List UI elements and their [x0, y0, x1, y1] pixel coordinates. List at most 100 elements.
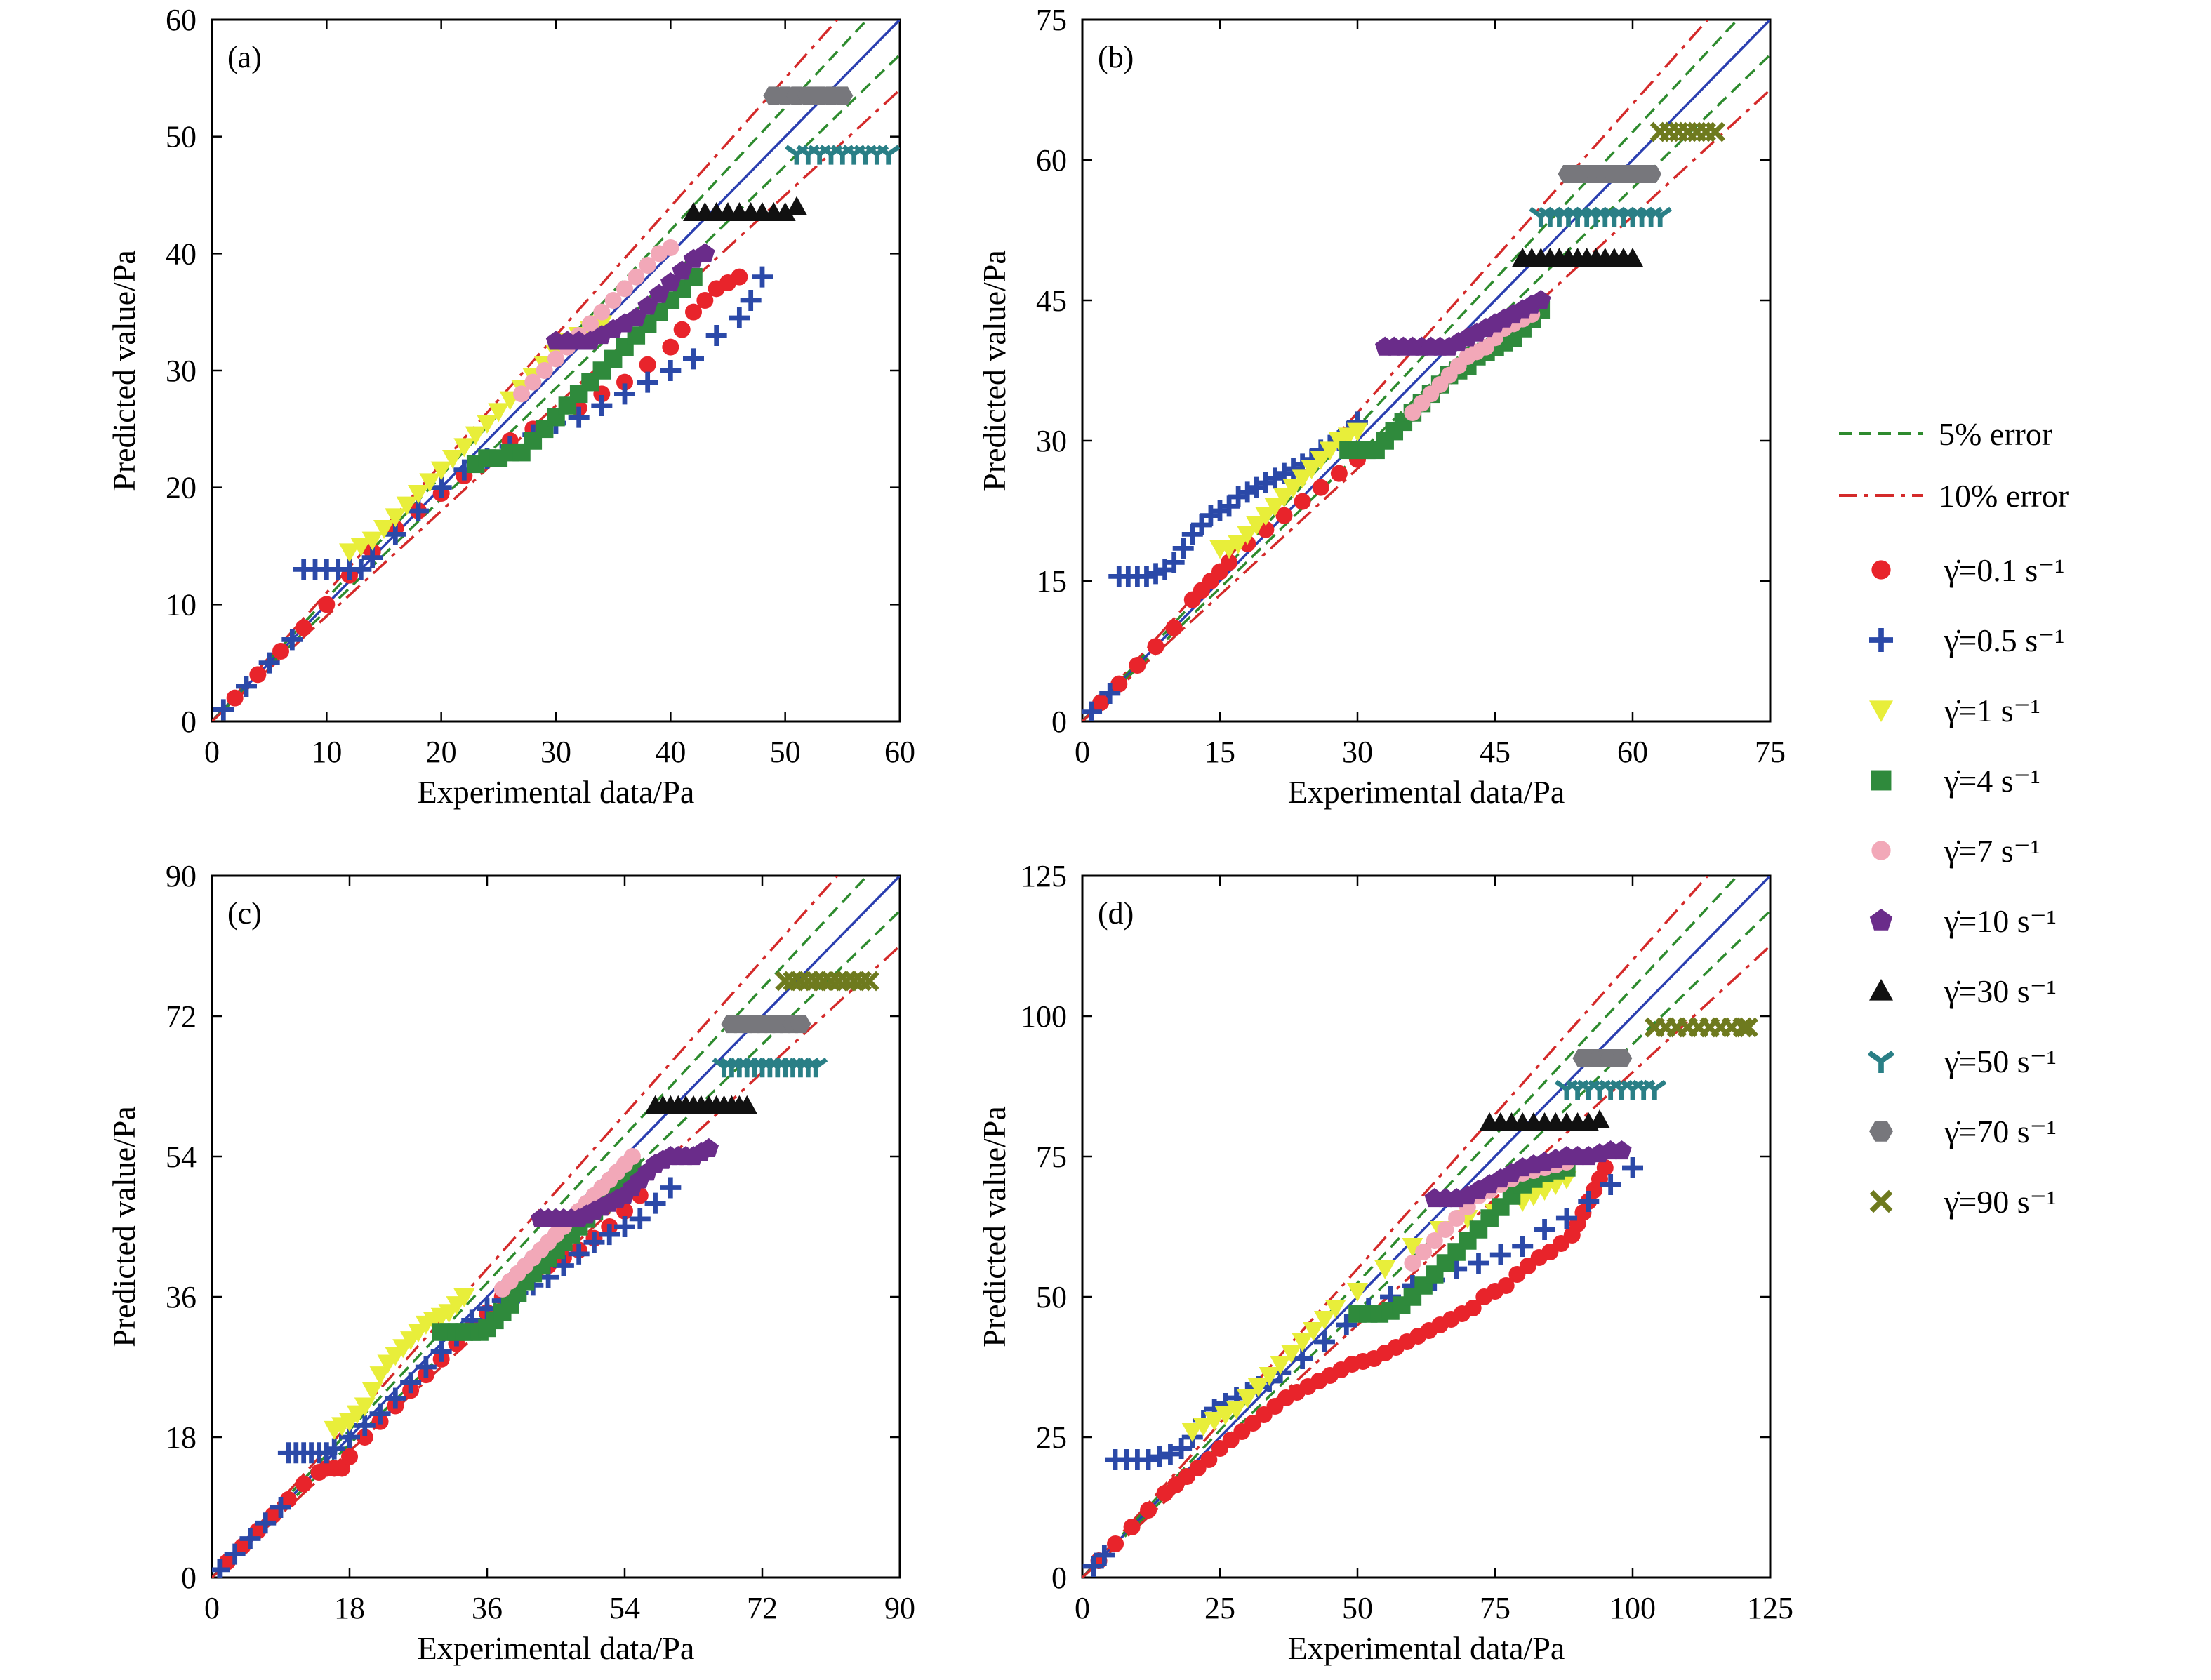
data-point: [736, 1095, 758, 1114]
data-point: [797, 971, 818, 992]
data-point: [1622, 248, 1643, 267]
legend-label: 5% error: [1939, 416, 2052, 452]
plot-frame: [211, 874, 901, 1579]
y-tick-label: 0: [181, 1561, 197, 1595]
data-point: [1094, 1545, 1115, 1566]
data-point: [324, 1438, 345, 1460]
data-point: [1264, 498, 1286, 517]
data-point: [339, 543, 360, 563]
x-tick-label: 50: [770, 735, 801, 769]
data-point: [350, 538, 372, 556]
y-tick-label: 20: [166, 471, 197, 505]
data-point: [731, 268, 748, 286]
data-point: [685, 303, 702, 321]
data-point: [281, 629, 303, 651]
data-point: [1319, 441, 1341, 461]
data-point: [805, 971, 826, 992]
series-1s: [1209, 422, 1368, 559]
panel-label: (d): [1098, 896, 1134, 931]
panel-label: (a): [227, 40, 262, 74]
data-point: [639, 356, 656, 373]
data-point: [1204, 1412, 1226, 1431]
legend-marker-0p5s: [1869, 628, 1893, 652]
data-point: [1578, 1191, 1600, 1212]
legend-label: γ̇=7 s⁻¹: [1944, 833, 2040, 869]
series-0p1s: [1090, 1159, 1614, 1569]
x-axis-title: Experimental data/Pa: [418, 1630, 695, 1666]
x-tick-label: 10: [311, 735, 342, 769]
legend-marker-4s: [1871, 770, 1892, 791]
data-point: [442, 450, 463, 469]
data-point: [1082, 1556, 1104, 1577]
data-point: [662, 338, 679, 356]
data-point: [1110, 675, 1128, 693]
chart-panel-c: 0 18 36 54 72 90 0 18 36 54 72 90 Experimental data/…: [106, 859, 915, 1666]
x-tick-label: 60: [1617, 735, 1648, 769]
x-tick-label: 30: [540, 735, 571, 769]
data-point: [369, 1366, 391, 1386]
data-point: [1280, 1345, 1302, 1364]
data-point: [488, 403, 510, 422]
series-50s: [785, 145, 900, 165]
data-point: [350, 559, 372, 580]
data-point: [354, 1397, 376, 1417]
series-7s: [513, 239, 679, 403]
x-tick-label: 75: [1480, 1591, 1510, 1625]
data-point: [1148, 1446, 1170, 1467]
data-point: [1648, 206, 1673, 227]
y-tick-label: 50: [166, 120, 197, 154]
data-point: [1596, 1159, 1614, 1176]
data-point: [1092, 694, 1110, 712]
x-tick-label: 40: [655, 735, 686, 769]
data-point: [644, 1192, 666, 1214]
legend-label: 10% error: [1939, 478, 2069, 514]
data-point: [272, 643, 289, 660]
error-10pct-upper-line: [1082, 20, 1710, 721]
data-point: [1630, 206, 1654, 227]
data-point: [1611, 1049, 1633, 1067]
panels: 0 10 20 30 40 50 60 0 10 20 30 40 50 60 Experimental d…: [106, 3, 1793, 1666]
data-point: [218, 1553, 236, 1571]
data-point: [1099, 683, 1121, 704]
y-tick-label: 30: [1036, 424, 1067, 458]
data-point: [783, 971, 803, 992]
plot-frame: [1081, 874, 1772, 1579]
series-4s: [466, 267, 703, 474]
data-point: [234, 1538, 251, 1555]
data-point: [385, 1387, 406, 1409]
data-point: [453, 438, 475, 458]
x-tick-label: 20: [426, 735, 457, 769]
data-point: [453, 1288, 475, 1307]
data-point: [513, 385, 530, 403]
data-point: [1738, 1017, 1759, 1038]
chart-panel-d: 0 25 50 75 100 125 0 25 50 75 100 125 Experimental d…: [976, 859, 1793, 1666]
legend-label: γ̇=1 s⁻¹: [1944, 693, 2040, 728]
data-point: [1140, 1502, 1157, 1519]
data-point: [1310, 451, 1332, 470]
data-point: [249, 666, 267, 684]
data-point: [1404, 1255, 1421, 1272]
data-point: [1593, 206, 1617, 227]
series-90s: [775, 971, 879, 992]
data-point: [1282, 479, 1304, 498]
data-point: [1292, 469, 1313, 489]
y-tick-label: 50: [1036, 1280, 1067, 1314]
legend: 5% error 10% error γ̇=0.1 s⁻¹ γ̇=0.5 s⁻¹ γ̇=…: [1839, 416, 2069, 1220]
data-point: [213, 699, 234, 721]
legend-marker-1s: [1869, 700, 1893, 722]
data-point: [591, 395, 613, 416]
x-tick-label: 45: [1480, 735, 1510, 769]
x-tick-label: 90: [884, 1591, 915, 1625]
legend-label: γ̇=30 s⁻¹: [1944, 973, 2057, 1009]
series-50s: [712, 1057, 828, 1078]
legend-label: γ̇=90 s⁻¹: [1944, 1184, 2057, 1220]
x-tick-label: 54: [609, 1591, 640, 1625]
data-point: [1082, 701, 1103, 721]
data-point: [1138, 1449, 1160, 1470]
x-tick-label: 125: [1747, 1591, 1793, 1625]
data-point: [361, 1382, 383, 1401]
data-point: [1621, 206, 1645, 227]
data-point: [1193, 1418, 1214, 1436]
data-point: [568, 1243, 590, 1265]
data-point: [790, 971, 811, 992]
